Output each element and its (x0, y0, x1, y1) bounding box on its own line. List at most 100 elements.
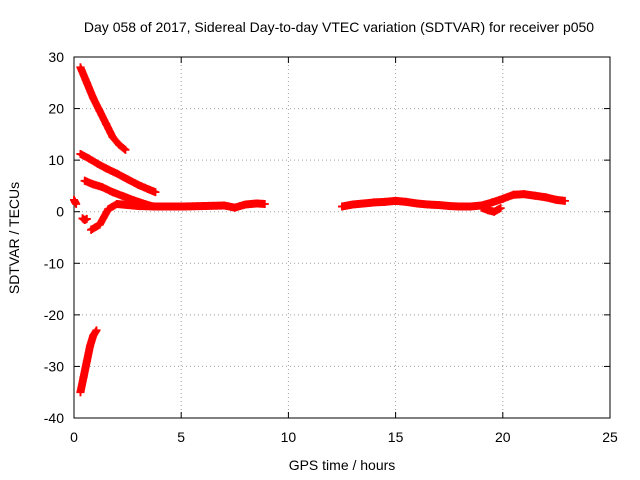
data-point (134, 202, 143, 211)
data-point (119, 192, 128, 201)
data-point (102, 120, 111, 129)
data-point (134, 180, 143, 189)
series-trail (76, 63, 129, 153)
data-point (95, 220, 104, 229)
data-point (496, 204, 505, 213)
data-point (87, 225, 96, 234)
series-track-4 (87, 199, 269, 234)
data-point (115, 140, 124, 149)
data-point (530, 191, 539, 200)
y-tick-label: 10 (48, 152, 64, 168)
data-point (82, 214, 91, 223)
data-point (402, 197, 411, 206)
plot-frame (73, 56, 611, 419)
data-point (359, 199, 368, 208)
chart-title: Day 058 of 2017, Sidereal Day-to-day VTE… (84, 19, 594, 35)
data-point (95, 107, 104, 116)
data-point (241, 200, 250, 209)
data-point (82, 357, 91, 366)
data-point (92, 326, 101, 335)
x-tick-label: 0 (70, 429, 78, 445)
data-point (520, 190, 529, 199)
data-point (560, 196, 569, 205)
data-point (79, 372, 88, 381)
data-point (112, 169, 121, 178)
x-tick-label: 5 (177, 429, 185, 445)
data-point (434, 201, 443, 210)
data-point (423, 200, 432, 209)
data-point (121, 145, 130, 154)
data-point (260, 199, 269, 208)
data-point (93, 159, 102, 168)
y-tick-label: 20 (48, 101, 64, 117)
data-point (102, 164, 111, 173)
data-point (177, 202, 186, 211)
data-point (509, 190, 518, 199)
data-point (488, 198, 497, 207)
x-tick-label: 15 (388, 429, 404, 445)
x-tick-label: 10 (281, 429, 297, 445)
x-axis-label: GPS time / hours (289, 457, 396, 473)
y-tick-label: -40 (44, 410, 64, 426)
data-point (220, 201, 229, 210)
data-point (97, 182, 106, 191)
data-point (391, 196, 400, 205)
data-point (72, 199, 81, 208)
data-point (104, 205, 113, 214)
series-track-2 (76, 149, 160, 197)
data-point (455, 202, 464, 211)
data-point (82, 78, 91, 87)
series-track-6 (78, 214, 91, 224)
series-track-7 (76, 326, 101, 397)
data-point (155, 202, 164, 211)
y-tick-label: -10 (44, 255, 64, 271)
data-point (490, 207, 499, 216)
data-point (76, 63, 85, 72)
series-track-8 (338, 190, 569, 211)
data-point (76, 388, 85, 397)
data-point (252, 199, 261, 208)
data-point (108, 188, 117, 197)
data-point (230, 203, 239, 212)
x-tick-label: 25 (602, 429, 618, 445)
data-point (552, 195, 561, 204)
data-point (80, 176, 89, 185)
series-trail (338, 190, 568, 211)
y-tick-label: -30 (44, 358, 64, 374)
data-point (348, 200, 357, 209)
data-point (145, 185, 154, 194)
data-point (85, 154, 94, 163)
data-point (112, 199, 121, 208)
data-point (89, 331, 98, 340)
x-tick-label: 20 (495, 429, 511, 445)
data-point (498, 194, 507, 203)
series-track-5 (70, 195, 81, 208)
data-point (445, 202, 454, 211)
data-point (413, 199, 422, 208)
series-track-9 (477, 203, 505, 216)
data-point (541, 193, 550, 202)
data-point (108, 132, 117, 141)
data-point (198, 202, 207, 211)
y-tick-label: 30 (48, 49, 64, 65)
data-point (380, 197, 389, 206)
data-point (151, 188, 160, 197)
y-tick-label: 0 (56, 204, 64, 220)
gridlines (74, 57, 610, 418)
data-point (89, 94, 98, 103)
data-points (70, 63, 569, 397)
data-point (477, 203, 486, 212)
data-point (483, 206, 492, 215)
data-point (76, 149, 85, 158)
y-axis-label: SDTVAR / TECUs (6, 182, 22, 294)
data-point (89, 180, 98, 189)
axis-ticks: 0 5 10 15 20 25 -40 -30 -20 -10 0 10 20 30 (44, 49, 618, 445)
data-point (338, 202, 346, 211)
data-point (123, 175, 132, 184)
data-point (466, 202, 475, 211)
data-point (370, 198, 379, 207)
data-point (86, 341, 95, 350)
y-tick-label: -20 (44, 307, 64, 323)
series-track-1 (76, 63, 130, 154)
